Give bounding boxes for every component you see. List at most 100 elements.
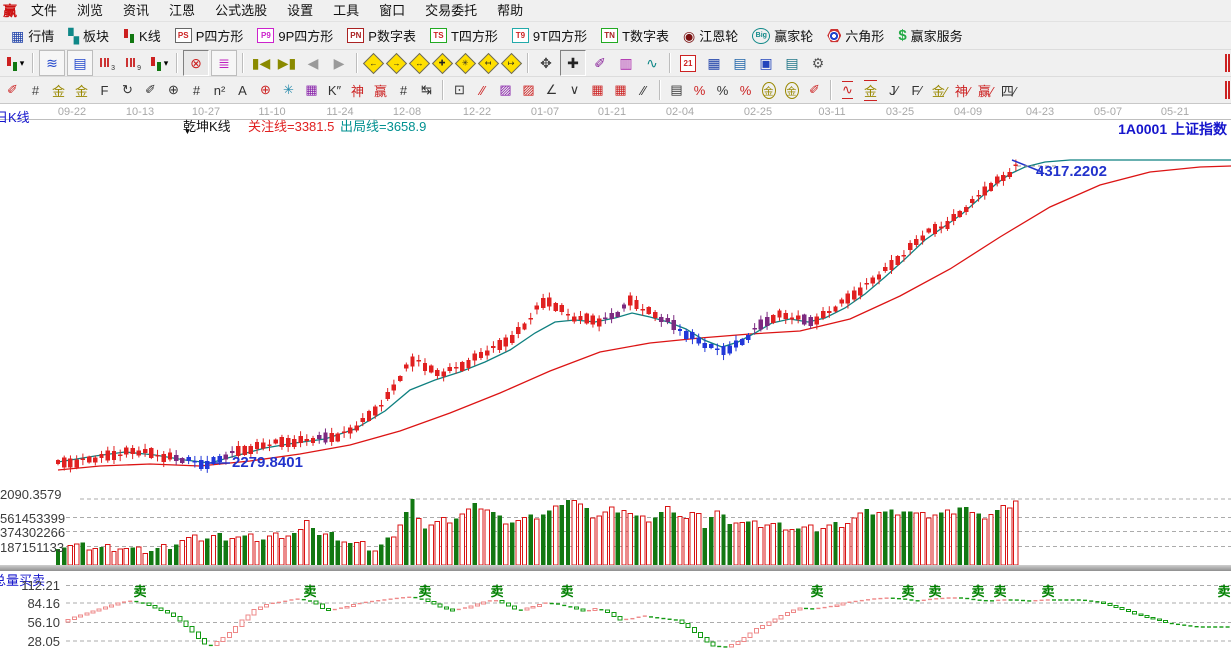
draw-num-grid-button[interactable]: #: [392, 79, 415, 102]
toolbar-item-板块[interactable]: ▚ 板块: [61, 23, 116, 49]
gann-diamond-star-icon[interactable]: ✳: [454, 52, 477, 74]
draw-parallel-lines-button[interactable]: ∕∕: [632, 79, 655, 102]
overlay-wave-tool-button[interactable]: ≋: [39, 50, 65, 76]
menu-item-8[interactable]: 交易委托: [425, 2, 478, 18]
gann-diamond-right-icon[interactable]: →: [385, 52, 408, 74]
draw-gann-square-button[interactable]: ▨: [517, 79, 540, 102]
candle-style-dropdown[interactable]: ▾: [147, 51, 171, 75]
info-clipboard-tool-button[interactable]: ▤: [67, 50, 93, 76]
draw-brush-ruler-button[interactable]: ✐: [803, 79, 826, 102]
draw-ying-button[interactable]: 赢: [369, 79, 392, 102]
draw-gold-circle-line-button[interactable]: 金: [780, 79, 803, 102]
draw-f-angle-button[interactable]: F∕: [905, 79, 928, 102]
crosshair-tool-button[interactable]: ✚: [560, 50, 586, 76]
nav-last-button-button[interactable]: ▶▮: [275, 51, 299, 75]
draw-j-angle-button[interactable]: J∕: [882, 79, 905, 102]
draw-gold-grid-2-button[interactable]: 金: [70, 79, 93, 102]
toolbar-item-P四方形[interactable]: PS P四方形: [168, 23, 251, 49]
draw-gold-circle-button[interactable]: 金: [757, 79, 780, 102]
toolbar-item-9T四方形[interactable]: T9 9T四方形: [505, 23, 594, 49]
menu-item-3[interactable]: 江恩: [169, 2, 196, 18]
draw-si-angle-button[interactable]: 四∕: [997, 79, 1020, 102]
nav-prev-button-button[interactable]: ◀: [301, 51, 325, 75]
calendar-tool-button[interactable]: 21: [676, 51, 700, 75]
export-tool-button[interactable]: ▤: [780, 51, 804, 75]
draw-star-web-button[interactable]: ✳: [277, 79, 300, 102]
draw-ying-angle-button[interactable]: 赢∕: [974, 79, 997, 102]
draw-wave-box-button[interactable]: ∿: [836, 79, 859, 102]
menu-item-2[interactable]: 资讯: [123, 2, 150, 18]
gann-grid-tool-button[interactable]: ⊗: [183, 50, 209, 76]
memo-tool-button[interactable]: ▤: [728, 51, 752, 75]
kline-indicator-name[interactable]: 乾坤K线: [183, 119, 231, 134]
draw-spiral-button[interactable]: ↻: [116, 79, 139, 102]
draw-hatch-button[interactable]: #: [185, 79, 208, 102]
curve-tool-button[interactable]: ∿: [640, 51, 664, 75]
toolbar-item-P数字表[interactable]: PN P数字表: [340, 23, 423, 49]
draw-grid-button[interactable]: #: [24, 79, 47, 102]
draw-circle-cross-button[interactable]: ⊕: [254, 79, 277, 102]
draw-shen-angle-button[interactable]: 神∕: [951, 79, 974, 102]
draw-red-grid-2-button[interactable]: ▦: [609, 79, 632, 102]
indicator-title[interactable]: 总量买卖: [0, 573, 46, 588]
draw-f-grid-button[interactable]: F: [93, 79, 116, 102]
toolbar-item-T四方形[interactable]: TS T四方形: [423, 23, 505, 49]
kline-chart-canvas[interactable]: 卖卖卖卖卖卖卖卖卖卖卖卖: [0, 104, 1231, 660]
bars-3-tool-button[interactable]: 3: [95, 51, 119, 75]
kline-style-dropdown[interactable]: ▾: [3, 51, 27, 75]
gann-diamond-in-icon[interactable]: ↤: [477, 52, 500, 74]
profile-histogram-tool-button[interactable]: ≣: [211, 50, 237, 76]
menu-item-9[interactable]: 帮助: [497, 2, 524, 18]
draw-gold-angle-button[interactable]: 金∕: [928, 79, 951, 102]
toolbar-item-六角形[interactable]: 六角形: [820, 23, 891, 49]
bars-9-tool-button[interactable]: 9: [121, 51, 145, 75]
draw-brush-button[interactable]: ✐: [1, 79, 24, 102]
draw-n-squared-button[interactable]: n²: [208, 79, 231, 102]
draw-circle-ticks-button[interactable]: ⊕: [162, 79, 185, 102]
draw-zigzag-button[interactable]: ∨: [563, 79, 586, 102]
gann-diamond-cross-icon[interactable]: ✚: [431, 52, 454, 74]
draw-gold-grid-button[interactable]: 金: [47, 79, 70, 102]
toolbar-item-赢家轮[interactable]: Big 赢家轮: [745, 23, 820, 49]
menu-item-0[interactable]: 文件: [31, 2, 58, 18]
chevron-down-icon[interactable]: ▼: [184, 129, 191, 136]
calculator-tool-button[interactable]: ▦: [702, 51, 726, 75]
menu-item-5[interactable]: 设置: [287, 2, 314, 18]
draw-mirror-button[interactable]: A: [231, 79, 254, 102]
draw-shen-button[interactable]: 神: [346, 79, 369, 102]
measure-angle-tool-button[interactable]: ✐: [588, 51, 612, 75]
panel-divider[interactable]: [0, 565, 1231, 571]
settings-tool-button[interactable]: ⚙: [806, 51, 830, 75]
hand-tool-button[interactable]: ✥: [534, 51, 558, 75]
toolbar-item-江恩轮[interactable]: ◉ 江恩轮: [676, 23, 745, 49]
draw-purple-grid-button[interactable]: ▦: [300, 79, 323, 102]
draw-gold-underline-button[interactable]: 金: [859, 79, 882, 102]
nav-next-button-button[interactable]: ▶: [327, 51, 351, 75]
toolbar-item-9P四方形[interactable]: P9 9P四方形: [250, 23, 340, 49]
chart-area[interactable]: 卖卖卖卖卖卖卖卖卖卖卖卖 09-22 10-13 10-27 11-10 11-24 12…: [0, 104, 1231, 660]
gann-diamond-left-icon[interactable]: ←: [362, 52, 385, 74]
draw-percent-button[interactable]: %: [711, 79, 734, 102]
draw-red-grid-button[interactable]: ▦: [586, 79, 609, 102]
draw-percent-row-button[interactable]: %: [734, 79, 757, 102]
draw-angle-lines-button[interactable]: ∠: [540, 79, 563, 102]
draw-width-measure-button[interactable]: ↹: [415, 79, 438, 102]
draw-percent-line-button[interactable]: %: [688, 79, 711, 102]
draw-fan-lines-button[interactable]: ∕∕: [471, 79, 494, 102]
draw-ratio-table-button[interactable]: ▤: [665, 79, 688, 102]
draw-gann-box-button[interactable]: ▨: [494, 79, 517, 102]
period-label[interactable]: 日K线: [0, 110, 30, 125]
toolbar-item-T数字表[interactable]: TN T数字表: [594, 23, 676, 49]
menu-item-1[interactable]: 浏览: [77, 2, 104, 18]
draw-box-button[interactable]: ⊡: [448, 79, 471, 102]
nav-first-button-button[interactable]: ▮◀: [249, 51, 273, 75]
draw-k-quote-button[interactable]: Κ″: [323, 79, 346, 102]
menu-item-7[interactable]: 窗口: [379, 2, 406, 18]
gann-shape-tool-button[interactable]: ▥: [614, 51, 638, 75]
toolbar-item-K线[interactable]: K线: [116, 23, 168, 49]
menu-item-4[interactable]: 公式选股: [215, 2, 268, 18]
draw-pen-button[interactable]: ✐: [139, 79, 162, 102]
toolbar-item-赢家服务[interactable]: $ 赢家服务: [891, 23, 969, 49]
menu-item-6[interactable]: 工具: [333, 2, 360, 18]
toolbar-item-行情[interactable]: ▦ 行情: [4, 23, 61, 49]
